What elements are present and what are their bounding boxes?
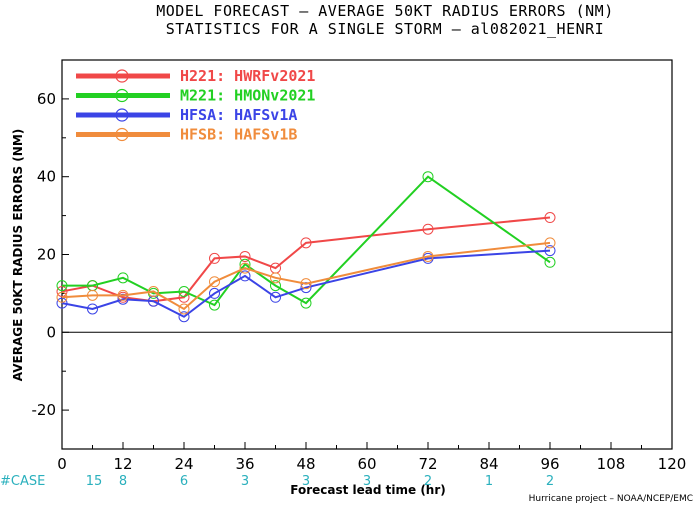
x-tick-label: 12 [113, 455, 132, 473]
case-count: 3 [302, 474, 310, 489]
data-point [270, 272, 281, 284]
legend-entry: H221: HWRFv2021 [76, 67, 315, 85]
credit-text: Hurricane project – NOAA/NCEP/EMC [529, 494, 693, 504]
case-count: 3 [363, 474, 371, 489]
x-axis-label: Forecast lead time (hr) [290, 483, 446, 497]
case-count: 3 [241, 474, 249, 489]
data-point [178, 303, 190, 315]
legend-marker [115, 69, 129, 83]
x-tick-label: 48 [296, 455, 315, 473]
chart-title: MODEL FORECAST – AVERAGE 50KT RADIUS ERR… [156, 2, 613, 20]
legend-label: HFSB: HAFSv1B [180, 126, 297, 144]
data-point [270, 291, 281, 303]
legend-label: HFSA: HAFSv1A [180, 106, 297, 124]
x-tick-label: 96 [540, 455, 559, 473]
x-tick-label: 84 [479, 455, 498, 473]
case-count: 6 [180, 474, 188, 489]
y-axis-label: AVERAGE 50KT RADIUS ERRORS (NM) [11, 129, 25, 381]
series-line [61, 216, 551, 303]
data-point [422, 223, 434, 235]
data-point [56, 297, 68, 309]
data-point [544, 245, 556, 257]
legend-entry: HFSB: HAFSv1B [76, 126, 297, 144]
data-point [239, 250, 251, 262]
case-count: 8 [119, 474, 127, 489]
legend-marker [115, 88, 129, 103]
data-point [209, 299, 220, 311]
case-count: 2 [424, 474, 432, 489]
legend-entry: M221: HMONv2021 [76, 87, 315, 105]
x-tick-label: 0 [57, 455, 67, 473]
data-point [178, 311, 190, 323]
y-tick-label: 60 [37, 90, 56, 108]
chart-subtitle: STATISTICS FOR A SINGLE STORM – al082021… [166, 20, 604, 38]
series-line [61, 241, 551, 311]
data-point [56, 280, 68, 292]
legend-marker [115, 127, 129, 142]
data-point [87, 289, 98, 301]
data-point [239, 270, 251, 282]
data-point [300, 237, 312, 249]
data-point [117, 293, 129, 305]
data-point [300, 278, 312, 290]
plot-area: 0 12 24 36 48 60 72 84 96 108 120 -20 0 20 40 60 H221: H… [32, 59, 687, 473]
data-point [544, 212, 556, 224]
series-line [62, 175, 551, 307]
x-tick-label: 36 [235, 455, 254, 473]
case-count: 1 [485, 474, 493, 489]
data-point [117, 272, 129, 284]
legend-label: M221: HMONv2021 [180, 87, 315, 105]
legend-marker [115, 108, 129, 122]
data-point [270, 280, 281, 292]
data-point [87, 303, 98, 315]
plot-frame [61, 59, 673, 450]
data-point [300, 282, 312, 294]
data-point [300, 297, 312, 309]
data-point [117, 289, 129, 301]
x-tick-label: 24 [174, 455, 193, 473]
y-tick-label: 0 [46, 323, 56, 341]
y-tick-label: -20 [32, 401, 57, 419]
data-point [239, 262, 251, 274]
case-count: 2 [546, 474, 554, 489]
data-point [239, 258, 251, 270]
series-line [61, 249, 551, 318]
x-tick-label: 60 [357, 455, 376, 473]
data-point [209, 287, 220, 299]
x-tick-label: 72 [418, 455, 437, 473]
data-point [209, 276, 220, 288]
data-point [544, 256, 556, 268]
legend-entry: HFSA: HAFSv1A [76, 106, 297, 124]
data-point [209, 252, 220, 264]
data-point [422, 250, 434, 262]
legend-label: H221: HWRFv2021 [180, 67, 315, 85]
data-point [178, 285, 190, 297]
y-tick-label: 40 [37, 168, 56, 186]
x-tick-label: 120 [658, 455, 687, 473]
case-label: #CASE [0, 474, 45, 489]
data-point [56, 291, 68, 303]
case-count: 15 [86, 474, 103, 489]
y-tick-label: 20 [37, 246, 56, 264]
data-point [422, 171, 434, 183]
x-tick-label: 108 [597, 455, 626, 473]
data-point [148, 285, 159, 297]
data-point [544, 237, 556, 249]
